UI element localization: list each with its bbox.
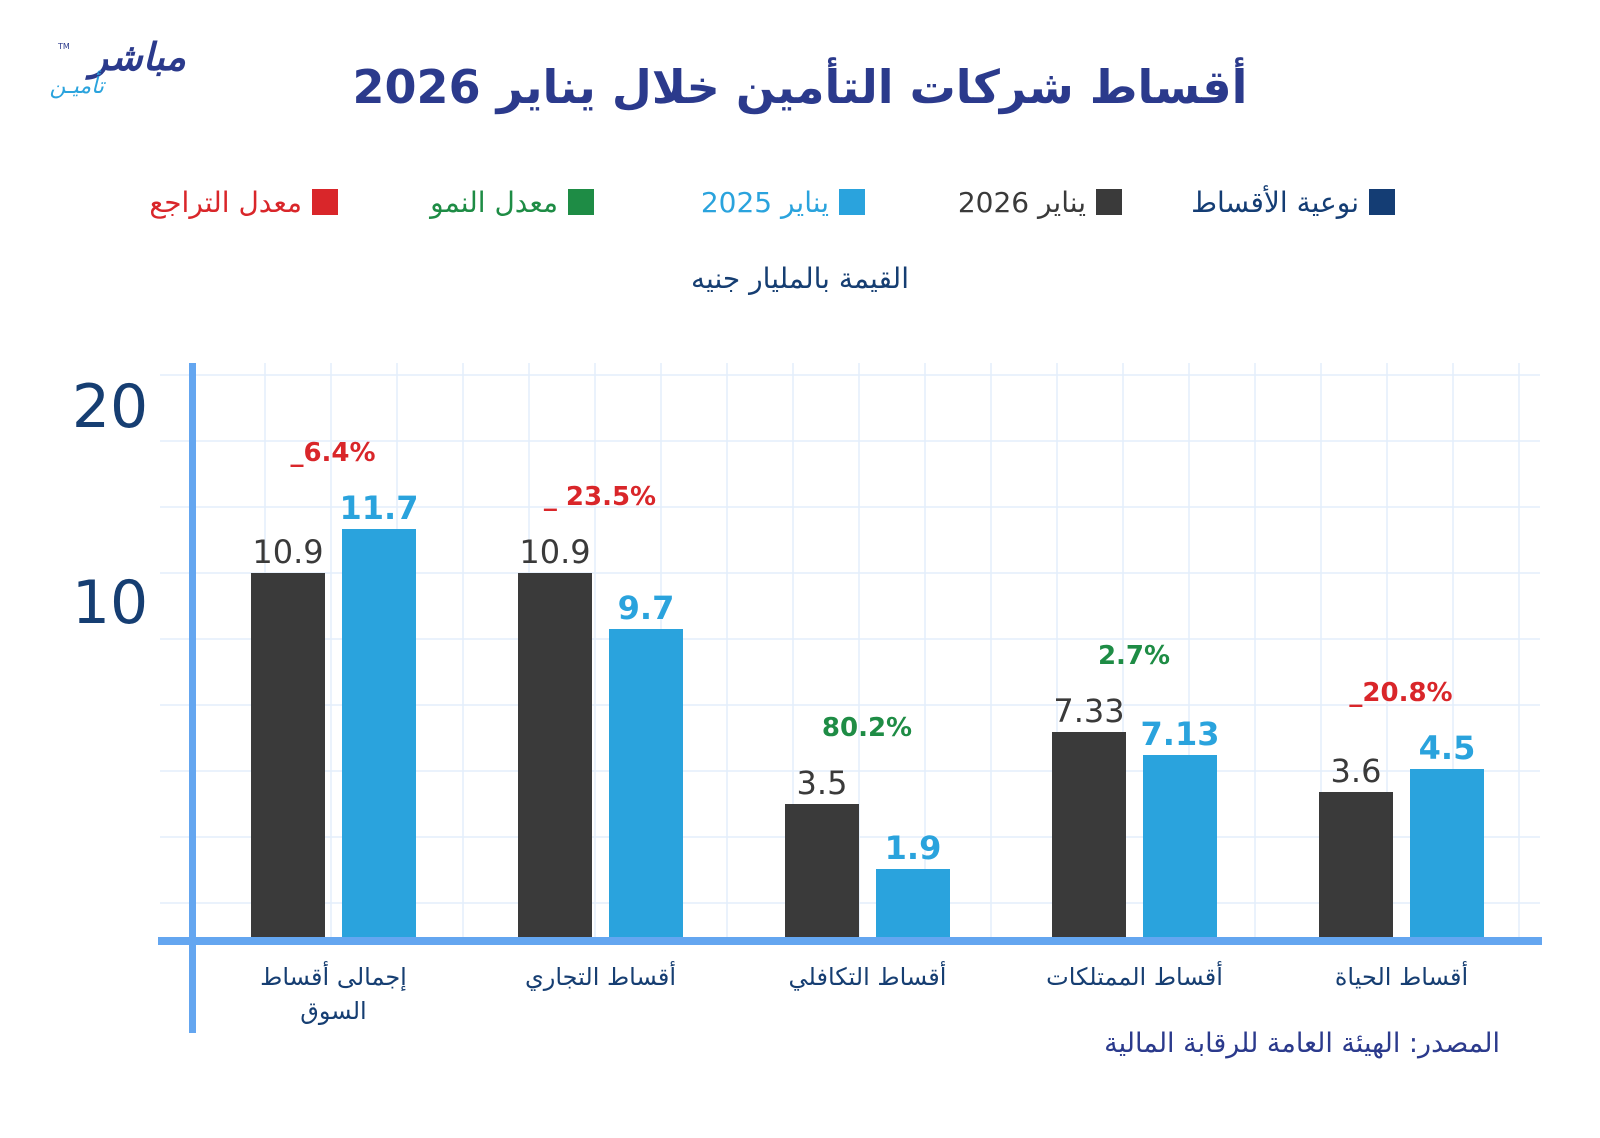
- chart-unit-label: القيمة بالمليار جنيه: [691, 262, 909, 295]
- legend-item-growth: معدل النمو: [430, 180, 594, 224]
- bar-jan-2026: [1319, 792, 1393, 937]
- growth-rate-label: 80.2%: [822, 713, 912, 743]
- category-label-line: أقساط التكافلي: [788, 963, 947, 991]
- chart-title: أقساط شركات التأمين خلال يناير 2026: [352, 60, 1248, 114]
- legend-swatch-decline: [312, 189, 338, 215]
- bar-value-label: 10.9: [252, 533, 323, 571]
- legend-label-type: نوعية الأقساط: [1191, 185, 1359, 219]
- bar-value-label: 3.5: [797, 764, 848, 802]
- bar-jan-2025: [609, 629, 683, 937]
- bar-jan-2026: [785, 804, 859, 937]
- bar-value-label: 7.13: [1141, 715, 1220, 753]
- decline-rate-label: _20.8%: [1349, 678, 1452, 708]
- category-label-line: السوق: [300, 997, 367, 1025]
- bar-value-label: 10.9: [519, 533, 590, 571]
- bar-jan-2025: [876, 869, 950, 937]
- legend-item-jan-2026: يناير 2026: [958, 180, 1122, 224]
- legend-label-growth: معدل النمو: [430, 185, 558, 219]
- bar-value-label: 9.7: [618, 589, 675, 627]
- bar-value-label: 11.7: [340, 489, 419, 527]
- category-label: أقساط الحياة: [1292, 960, 1512, 994]
- category-label-line: أقساط التجاري: [524, 963, 677, 991]
- legend-item-jan-2025: يناير 2025: [701, 180, 865, 224]
- legend-item-type: نوعية الأقساط: [1191, 180, 1395, 224]
- x-axis-line: [158, 937, 1542, 945]
- legend-label-jan-2026: يناير 2026: [957, 185, 1086, 219]
- bar-value-label: 7.33: [1053, 692, 1124, 730]
- bar-jan-2025: [342, 529, 416, 937]
- y-tick-label: 10: [72, 568, 148, 638]
- y-axis-line: [189, 363, 196, 1033]
- bar-jan-2026: [1052, 732, 1126, 937]
- legend-swatch-jan-2025: [839, 189, 865, 215]
- y-tick-label: 20: [72, 372, 148, 442]
- brand-logo: TM مباشر تأميـن: [36, 34, 186, 104]
- category-label: إجمالى أقساط السوق: [224, 960, 444, 1028]
- bar-value-label: 4.5: [1419, 729, 1476, 767]
- decline-rate-label: _6.4%: [290, 438, 375, 468]
- logo-text-sub: تأميـن: [49, 74, 104, 99]
- labels-layer: 10.9 11.7 _6.4% 10.9 9.7 _ 23.5% 3.5 1.9 80.2% 7.…: [252, 438, 1475, 867]
- source-note: المصدر: الهيئة العامة للرقابة المالية: [1104, 1028, 1500, 1059]
- category-label-line: أقساط الممتلكات: [1046, 963, 1223, 991]
- category-label-line: أقساط الحياة: [1334, 963, 1469, 991]
- legend-swatch-jan-2026: [1096, 189, 1122, 215]
- category-label-line: إجمالى أقساط: [260, 963, 407, 991]
- bar-jan-2026: [251, 573, 325, 937]
- category-label: أقساط التجاري: [491, 960, 711, 994]
- logo-text-main: مباشر: [89, 35, 186, 79]
- category-label: أقساط التكافلي: [758, 960, 978, 994]
- legend-swatch-growth: [568, 189, 594, 215]
- legend-swatch-type: [1369, 189, 1395, 215]
- legend-label-jan-2025: يناير 2025: [700, 185, 829, 219]
- bar-jan-2025: [1410, 769, 1484, 937]
- category-label: أقساط الممتلكات: [1025, 960, 1245, 994]
- bar-value-label: 3.6: [1331, 752, 1382, 790]
- trademark-symbol: TM: [58, 42, 70, 51]
- bar-value-label: 1.9: [885, 829, 942, 867]
- bar-jan-2025: [1143, 755, 1217, 937]
- bar-jan-2026: [518, 573, 592, 937]
- growth-rate-label: 2.7%: [1098, 641, 1170, 671]
- legend-label-decline: معدل التراجع: [149, 185, 302, 219]
- legend-item-decline: معدل التراجع: [149, 180, 338, 224]
- decline-rate-label: _ 23.5%: [544, 482, 656, 512]
- bars-layer: [251, 529, 1484, 937]
